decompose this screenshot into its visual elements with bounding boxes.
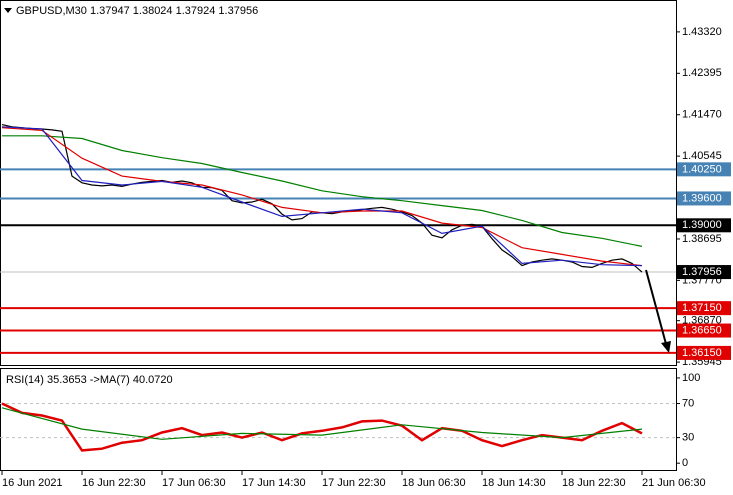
y-tick-label: 0: [682, 457, 688, 469]
series-line: [2, 135, 643, 247]
level-label-box: [677, 218, 731, 233]
level-label-box: [677, 323, 731, 338]
y-tick-label: 100: [682, 372, 700, 384]
series-line: [1, 126, 643, 267]
x-tick-label: 18 Jun 06:30: [402, 477, 466, 489]
series-line: [1, 407, 643, 440]
level-label-box: [677, 191, 731, 206]
level-label-box: [677, 301, 731, 316]
price-panel: [0, 0, 677, 366]
forecast-arrow: [645, 269, 671, 353]
level-label: 1.36650: [682, 324, 722, 336]
x-tick-label: 16 Jun 22:30: [82, 477, 146, 489]
chart-title: GBPUSD,M30 1.37947 1.38024 1.37924 1.379…: [16, 5, 258, 17]
x-tick-label: 16 Jun 2021: [2, 477, 63, 489]
level-label: 1.40250: [682, 163, 722, 175]
level-label-box: [677, 345, 731, 360]
last-price-box: [677, 265, 731, 280]
last-price-label: 1.37956: [682, 266, 722, 278]
level-label: 1.39600: [682, 192, 722, 204]
y-tick-label: 1.38695: [682, 233, 722, 245]
x-tick-label: 17 Jun 06:30: [162, 477, 226, 489]
series-line: [1, 402, 643, 452]
y-tick-label: 30: [682, 432, 694, 444]
level-label: 1.36150: [682, 347, 722, 359]
y-tick-label: 1.43320: [682, 26, 722, 38]
x-tick-label: 18 Jun 22:30: [562, 477, 626, 489]
x-tick-label: 17 Jun 22:30: [322, 477, 386, 489]
x-tick-label: 21 Jun 06:30: [642, 477, 706, 489]
level-label-box: [677, 162, 731, 177]
rsi-panel: [0, 368, 677, 471]
collapse-icon[interactable]: [4, 8, 12, 13]
x-tick-label: 17 Jun 14:30: [242, 477, 306, 489]
y-tick-label: 1.40545: [682, 150, 722, 162]
level-label: 1.39000: [682, 219, 722, 231]
y-tick-label: 70: [682, 397, 694, 409]
rsi-title: RSI(14) 35.3653 ->MA(7) 40.0720: [6, 374, 173, 386]
level-label: 1.37150: [682, 302, 722, 314]
x-tick-label: 18 Jun 14:30: [482, 477, 546, 489]
y-tick-label: 1.41470: [682, 109, 722, 121]
y-tick-label: 1.42395: [682, 67, 722, 79]
